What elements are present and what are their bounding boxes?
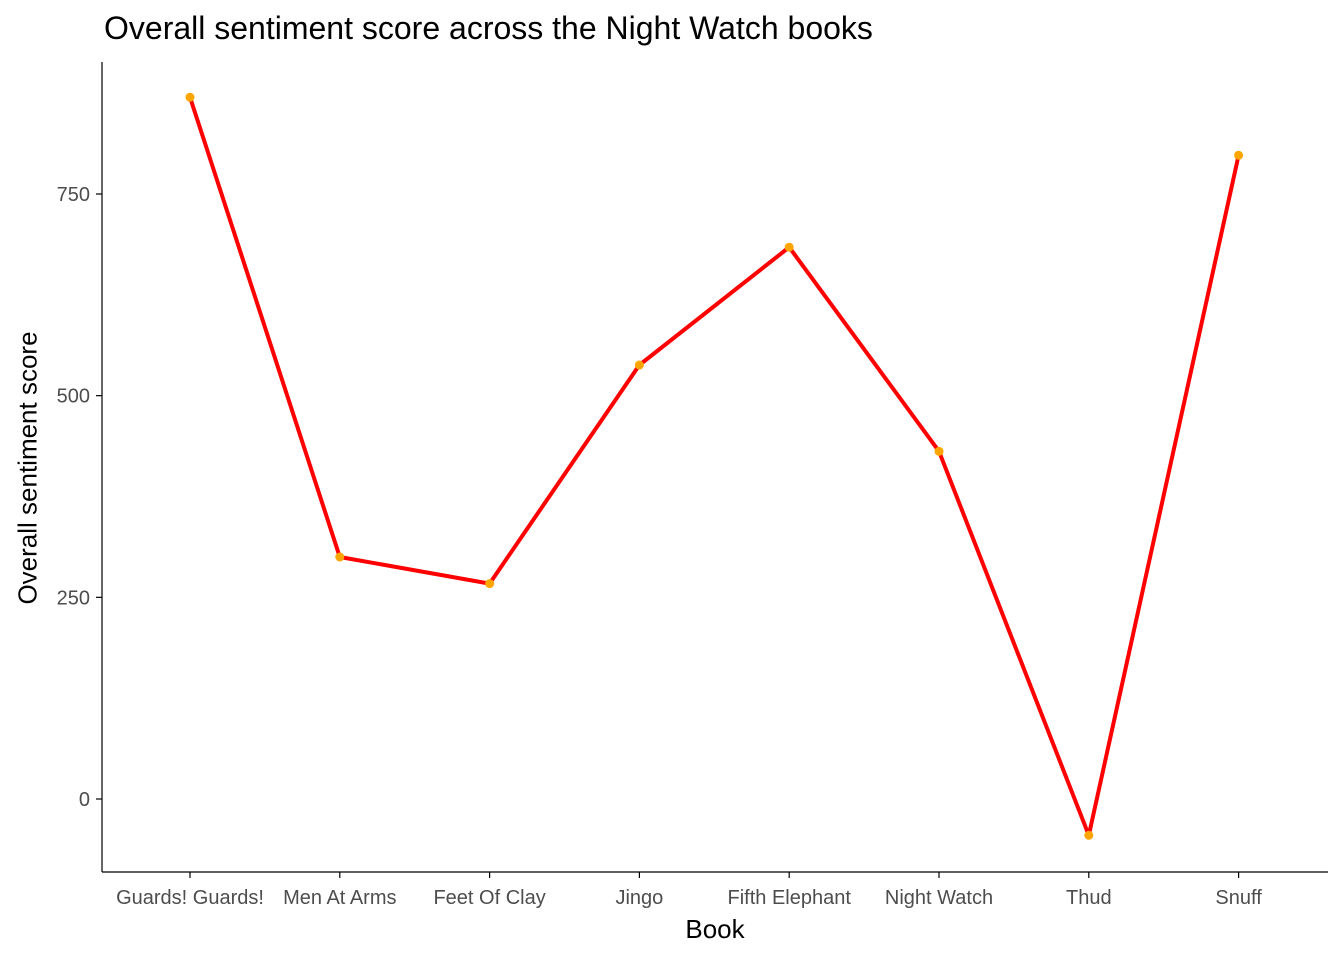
x-tick-label: Snuff	[1215, 887, 1262, 909]
data-point	[634, 360, 644, 370]
x-tick-label: Men At Arms	[283, 887, 396, 909]
series	[188, 96, 1241, 838]
y-tick-label: 500	[57, 386, 90, 408]
data-point	[335, 552, 345, 562]
y-tick-label: 250	[57, 587, 90, 609]
x-tick-label: Thud	[1066, 887, 1112, 909]
points	[185, 92, 1244, 840]
sentiment-line	[188, 96, 1241, 838]
y-tick-label: 0	[79, 789, 90, 811]
x-tick-label: Jingo	[615, 887, 663, 909]
y-tick-label: 750	[57, 184, 90, 206]
data-point	[934, 446, 944, 456]
x-ticks: Guards! Guards! Men At Arms Feet Of Clay Ji…	[116, 872, 1262, 909]
x-tick-label: Guards! Guards!	[116, 887, 264, 909]
x-tick-label: Feet Of Clay	[433, 887, 545, 909]
data-point	[1234, 150, 1244, 160]
axes	[101, 62, 1328, 873]
data-point	[1084, 830, 1094, 840]
chart-title: Overall sentiment score across the Night…	[104, 10, 873, 46]
data-point	[784, 242, 794, 252]
x-tick-label: Night Watch	[885, 887, 993, 909]
data-point	[485, 579, 495, 589]
x-tick-label: Fifth Elephant	[727, 887, 851, 909]
y-ticks: 0 250 500 750	[57, 184, 102, 811]
x-axis-label: Book	[685, 914, 745, 944]
data-point	[185, 92, 195, 102]
